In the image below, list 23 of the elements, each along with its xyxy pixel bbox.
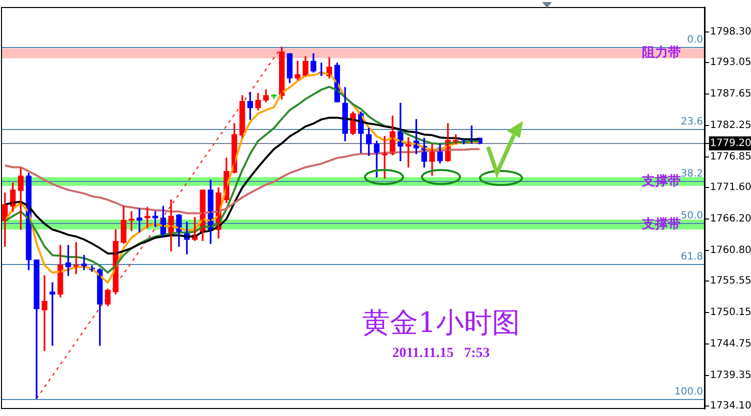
annotation: 61.8 [680, 252, 703, 263]
annotation: 100.0 [674, 386, 703, 398]
y-tick-label: 1787.65 [710, 88, 751, 100]
y-tick-label: 1766.20 [710, 214, 751, 225]
y-tick-label: 1760.80 [710, 245, 751, 256]
band-label: 阻力带 [642, 46, 681, 61]
y-tick-label: 1776.85 [710, 152, 751, 163]
annotation: 38.2 [680, 168, 703, 180]
annotation: 50.0 [680, 210, 703, 222]
text: 黄金1小时图 [362, 306, 520, 339]
y-tick-label: 1798.30 [710, 26, 751, 38]
annotation: 0.0 [687, 34, 703, 46]
text: 2011.11.15 7:53 [392, 346, 490, 362]
y-tick-label: 1771.60 [710, 182, 751, 194]
y-tick-label: 1734.10 [710, 400, 751, 412]
annotation: 23.6 [680, 116, 703, 128]
y-tick-label: 1782.25 [710, 120, 751, 132]
y-tick-label: 1779.20 [710, 138, 751, 149]
y-tick-label: 1793.05 [710, 57, 751, 68]
y-tick-label: 1755.55 [710, 276, 751, 287]
y-tick-label: 1750.15 [710, 307, 751, 318]
y-tick-label: 1744.75 [710, 338, 751, 350]
y-tick-label: 1739.35 [710, 370, 751, 382]
